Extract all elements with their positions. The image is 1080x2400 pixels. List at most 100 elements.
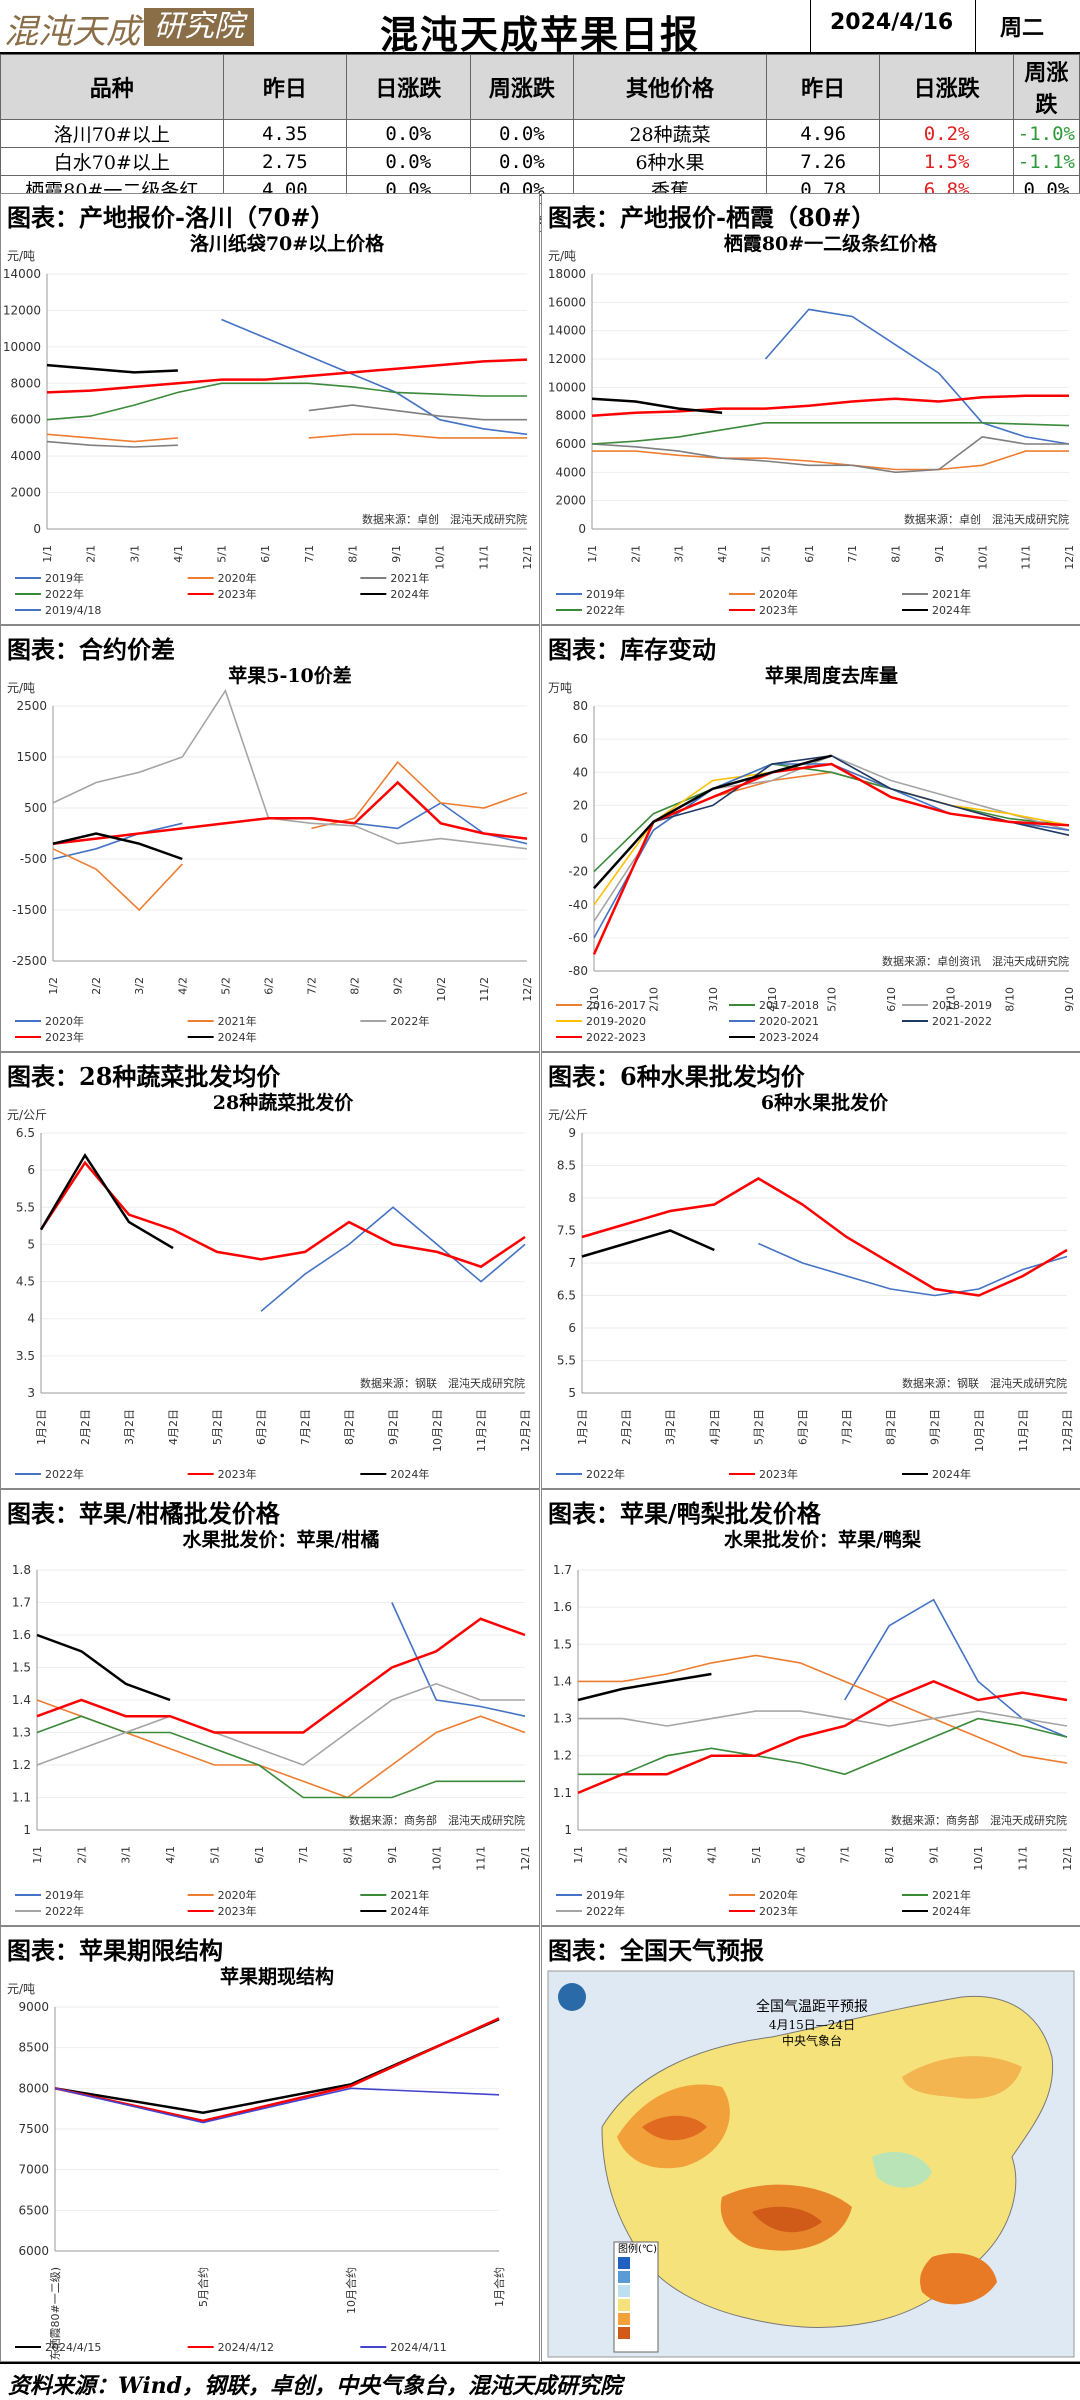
y-tick-label: 1.4 <box>12 1693 31 1707</box>
legend-label: 2023-2024 <box>759 1031 819 1044</box>
x-tick-label: 9/2 <box>392 977 405 995</box>
map-title: 全国气温距平预报 <box>756 1998 868 2015</box>
series-line <box>260 1206 526 1312</box>
y-tick-label: -60 <box>568 931 588 945</box>
y-tick-label: 7000 <box>18 2163 49 2177</box>
y-tick-label: 6000 <box>555 437 586 451</box>
data-source: 数据来源：卓创资讯 混沌天成研究院 <box>882 954 1069 968</box>
y-tick-label: 8500 <box>18 2041 49 2055</box>
legend-label: 2024/4/15 <box>45 2341 101 2354</box>
y-tick-label: 1500 <box>16 750 47 764</box>
panel-title: 图表：苹果期限结构 <box>7 1936 223 1965</box>
x-tick-label: 10/2 <box>435 977 448 1002</box>
legend-label: 2019年 <box>586 587 625 601</box>
x-tick-label: 7/1 <box>846 545 859 563</box>
panel-vegetables: 图表：28种蔬菜批发均价 28种蔬菜批发价 元/公斤 3 3.5 4 4.5 5 5.5 6 6.… <box>0 1052 540 1489</box>
x-tick-label: 7/1 <box>297 1846 310 1864</box>
x-tick-label: 2/2 <box>90 977 103 995</box>
report-title: 混沌天成苹果日报 <box>379 12 700 57</box>
x-tick-label: 11月2日 <box>1017 1409 1030 1452</box>
legend-label: 2022年 <box>586 1467 625 1481</box>
x-tick-label: 12/1 <box>521 545 534 570</box>
x-tick-label: 10/1 <box>972 1846 985 1871</box>
panel-title: 图表：产地报价-栖霞（80#） <box>548 203 876 232</box>
y-axis-unit: 元/公斤 <box>548 1108 588 1122</box>
x-tick-label: 12月2日 <box>519 1409 532 1452</box>
legend-label: 2020-2021 <box>759 1015 819 1028</box>
x-tick-label: 4/1 <box>172 545 185 563</box>
y-tick-label: 5.5 <box>16 1200 35 1214</box>
legend-label: 2017-2018 <box>759 999 819 1012</box>
y-axis-unit: 元/公斤 <box>7 1108 47 1122</box>
x-tick-label: 7/2 <box>306 977 319 995</box>
logo-box: 研究院 <box>144 8 254 46</box>
panel-qixia: 图表：产地报价-栖霞（80#） 栖霞80#一二级条红价格 元/吨 0 2000 4000… <box>541 193 1080 625</box>
x-tick-label: 10/1 <box>976 545 989 570</box>
x-tick-label: 11/2 <box>478 977 491 1002</box>
y-tick-label: 0 <box>33 522 41 536</box>
y-tick-label: 9000 <box>18 2000 49 2014</box>
x-tick-label: 3/1 <box>661 1846 674 1864</box>
x-tick-label: 12/1 <box>519 1846 532 1871</box>
price-cell: 0.0% <box>346 119 471 148</box>
x-tick-label: 1/1 <box>31 1846 44 1864</box>
x-tick-label: 2月2日 <box>620 1409 633 1445</box>
price-row: 白水70#以上 2.75 0.0% 0.0% 6种水果 7.26 1.5% -1.1% <box>0 147 1080 176</box>
y-tick-label: 2000 <box>10 486 41 500</box>
y-tick-label: 8.5 <box>557 1159 576 1173</box>
series-line <box>758 1242 1068 1297</box>
price-cell: 6种水果 <box>573 147 767 176</box>
map-legend-title: 图例(℃) <box>618 2242 657 2255</box>
legend-label: 2019年 <box>45 571 84 585</box>
legend-label: 2021年 <box>932 587 971 601</box>
y-tick-label: 1.3 <box>12 1726 31 1740</box>
y-tick-label: 1 <box>564 1823 572 1837</box>
y-tick-label: 1.7 <box>553 1563 572 1577</box>
series-line <box>36 1682 525 1766</box>
legend-label: 2021年 <box>218 1014 257 1028</box>
legend-label: 2023年 <box>218 1904 257 1918</box>
y-tick-label: 12000 <box>548 352 586 366</box>
y-tick-label: 10000 <box>3 340 41 354</box>
chart-title: 水果批发价：苹果/柑橘 <box>183 1528 380 1551</box>
report-date: 2024/4/16 <box>830 10 954 35</box>
chart-title: 苹果5-10价差 <box>228 664 352 687</box>
panel-title: 图表：产地报价-洛川（70#） <box>7 203 335 232</box>
series-line <box>52 780 528 845</box>
legend-label: 2019-2020 <box>586 1015 646 1028</box>
y-axis-unit: 元/吨 <box>7 249 35 263</box>
x-tick-label: 11/1 <box>477 545 490 570</box>
x-tick-label: 3/10 <box>707 987 720 1012</box>
panel-inventory: 图表：库存变动 苹果周度去库量 万吨 -80 -60 -40 -20 0 20 40 60 80 1/… <box>541 625 1080 1052</box>
x-tick-label: 9/1 <box>386 1846 399 1864</box>
y-tick-label: 40 <box>573 765 588 779</box>
legend-label: 2022年 <box>45 1467 84 1481</box>
legend-label: 2021-2022 <box>932 1015 992 1028</box>
x-tick-label: 9/1 <box>390 545 403 563</box>
price-cell: 0.0% <box>469 147 575 176</box>
x-tick-label: 9/1 <box>928 1846 941 1864</box>
y-tick-label: 7500 <box>18 2122 49 2136</box>
x-tick-label: 1/1 <box>41 545 54 563</box>
x-tick-label: 现货价(山东栖霞80#一二级) <box>48 2267 62 2361</box>
series-line <box>591 422 1070 445</box>
x-tick-label: 8月2日 <box>885 1409 898 1445</box>
x-tick-label: 8/2 <box>349 977 362 995</box>
y-tick-label: 6 <box>568 1321 576 1335</box>
legend-label: 2024年 <box>218 1030 257 1044</box>
series-line <box>844 1598 1068 1738</box>
series-line <box>46 358 528 394</box>
x-tick-label: 7/1 <box>303 545 316 563</box>
y-tick-label: 12000 <box>3 303 41 317</box>
series-line <box>593 771 1070 889</box>
x-tick-label: 3月2日 <box>123 1409 136 1445</box>
x-tick-label: 11/1 <box>475 1846 488 1871</box>
x-tick-label: 3/1 <box>120 1846 133 1864</box>
x-tick-label: 10月2日 <box>431 1409 444 1452</box>
y-tick-label: 80 <box>573 699 588 713</box>
x-tick-label: 3/1 <box>128 545 141 563</box>
y-tick-label: -2500 <box>12 954 47 968</box>
y-tick-label: 8000 <box>555 409 586 423</box>
